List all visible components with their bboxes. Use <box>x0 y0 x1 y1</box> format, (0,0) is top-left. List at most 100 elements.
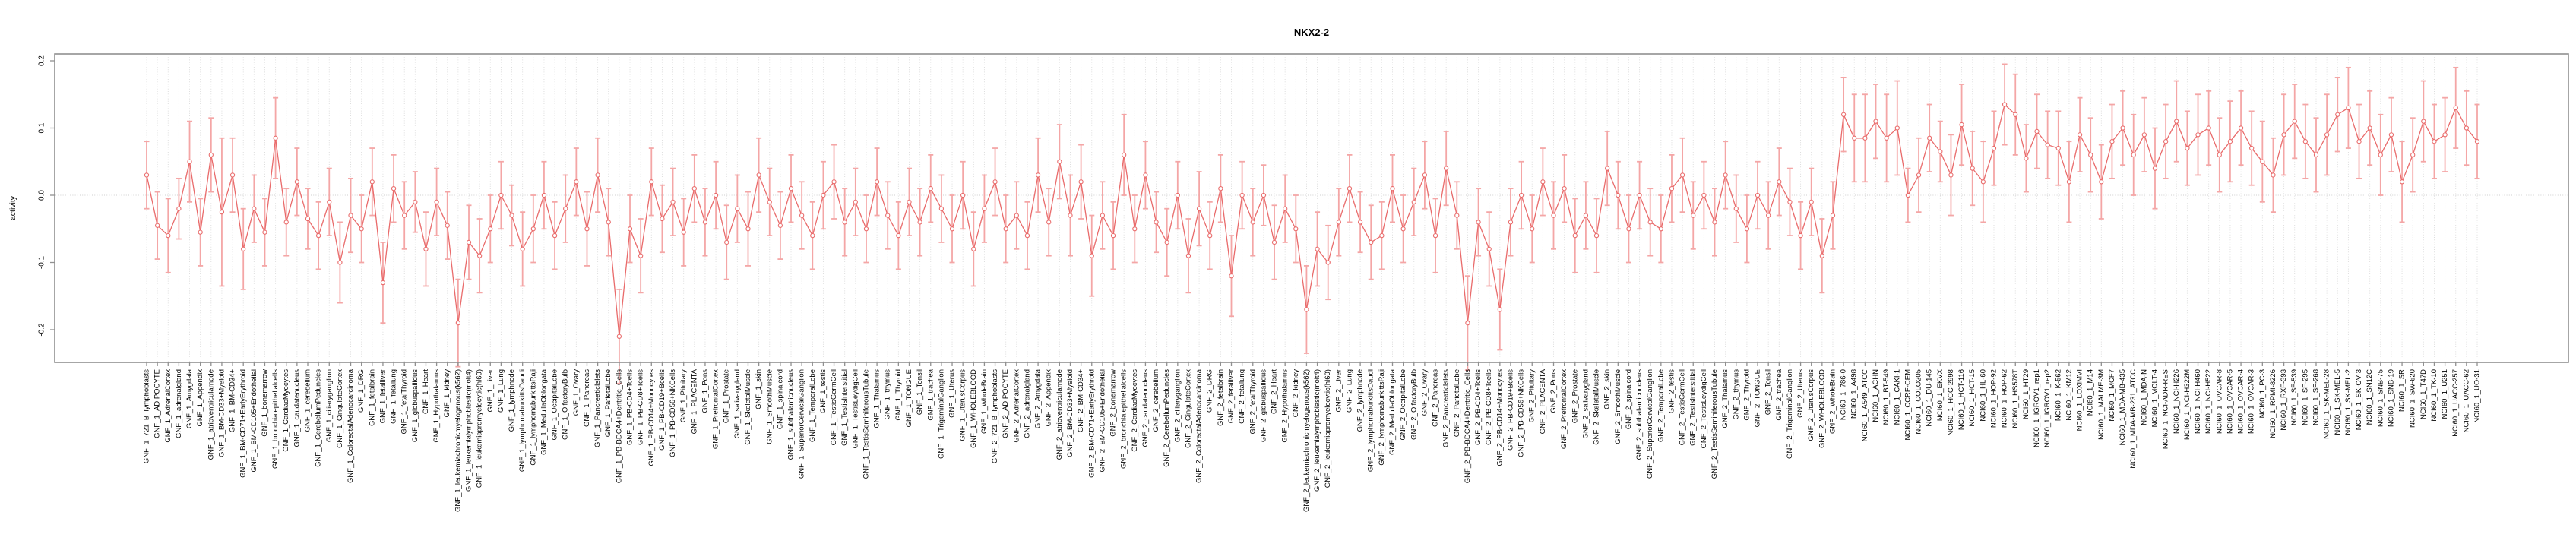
data-point <box>391 185 397 191</box>
x-tick-label: GNF_1_Pituitary <box>679 369 688 422</box>
data-point <box>1422 172 1428 178</box>
x-tick-label: NCI60_1_SN12C <box>2366 369 2374 425</box>
data-point <box>229 172 236 178</box>
x-tick-label: GNF_2_leukemiachronicmyelogenous(k562) <box>1302 369 1311 512</box>
data-point <box>2324 132 2330 138</box>
x-tick-label: NCI60_1_NCI-H322M <box>2183 369 2191 440</box>
x-tick-label: GNF_1_PB-CD4+Tcells <box>626 369 635 445</box>
data-point <box>1616 192 1621 198</box>
x-tick-label: NCI60_1_MCF7 <box>2108 369 2116 422</box>
data-point <box>842 220 847 225</box>
x-tick-label: GNF_2_721_B_lymphoblasts <box>991 369 999 463</box>
x-tick-label: GNF_1_Thalamus <box>873 369 881 428</box>
x-tick-label: NCI60_1_MDA-MB-435 <box>2119 369 2127 445</box>
data-point <box>1132 226 1138 232</box>
data-point <box>1530 226 1535 232</box>
data-point <box>767 199 772 204</box>
data-point <box>2281 132 2286 138</box>
x-tick-label: GNF_1_SkeletalMuscle <box>744 369 752 445</box>
x-tick-label: NCI60_1_HT29 <box>2022 369 2030 419</box>
data-point <box>982 206 987 211</box>
data-point <box>2260 159 2265 164</box>
x-tick-label: NCI60_1_NCI-H522 <box>2204 369 2213 434</box>
data-point <box>2002 102 2008 107</box>
data-point <box>724 239 729 245</box>
x-tick-label: GNF_1_PancreaticIslets <box>593 369 602 447</box>
x-tick-label: GNF_2_TrigeminalGanglion <box>1786 369 1794 459</box>
data-point <box>616 334 622 339</box>
x-tick-label: NCI60_1_ACHN <box>1872 369 1880 422</box>
x-tick-label: GNF_2_testis <box>1667 369 1676 413</box>
data-point <box>2088 152 2093 158</box>
data-point <box>2163 139 2169 144</box>
x-tick-label: GNF_2_bonemarrow <box>1109 369 1118 437</box>
data-point <box>660 216 665 222</box>
data-point <box>1669 185 1675 191</box>
x-tick-label: GNF_2_BM-CD71+EarlyErythroid <box>1087 369 1096 478</box>
x-tick-label: GNF_2_UterusCorpus <box>1807 369 1815 441</box>
x-tick-label: GNF_1_Lung <box>497 369 505 413</box>
x-tick-label: NCI60_1_RXF-393 <box>2280 369 2288 431</box>
x-tick-label: GNF_1_bonemarrow <box>261 369 269 437</box>
data-point <box>1916 172 1922 178</box>
data-point <box>2335 112 2340 117</box>
data-point <box>1271 239 1277 245</box>
data-point <box>1894 125 1900 131</box>
x-tick-label: NCI60_1_NCI-H226 <box>2173 369 2181 434</box>
x-tick-label: GNF_1_PLACENTA <box>690 368 698 434</box>
x-tick-label: GNF_1_Liver <box>486 369 495 413</box>
x-tick-label: GNF_2_BM-CD105+Endothelial <box>1098 369 1106 472</box>
data-point <box>2388 132 2394 138</box>
data-point <box>1626 226 1631 232</box>
x-tick-label: GNF_1_PB-CD8+Tcells <box>637 369 645 445</box>
data-point <box>1701 192 1707 198</box>
x-tick-label: NCI60_1_DU-145 <box>1926 369 1934 427</box>
x-tick-label: GNF_2_lymphomaburkittsDaudi <box>1367 369 1375 472</box>
x-tick-label: GNF_2_atrioventricularnode <box>1055 369 1064 460</box>
data-point <box>1325 260 1331 265</box>
data-point <box>466 239 472 245</box>
data-point <box>1679 172 1685 178</box>
x-tick-label: GNF_1_skin <box>755 369 763 409</box>
x-tick-label: GNF_1_Prostate <box>723 369 731 423</box>
data-point <box>1830 213 1836 218</box>
data-point <box>853 199 858 204</box>
data-point <box>1744 226 1750 232</box>
data-point <box>574 179 579 185</box>
x-tick-label: NCI60_1_T47D <box>2419 369 2428 419</box>
x-tick-label: GNF_1_SmoothMuscle <box>765 369 774 444</box>
data-point <box>219 209 225 215</box>
data-point <box>2227 139 2233 144</box>
x-tick-label: GNF_2_leukemiapromyelocytic(hl60) <box>1324 369 1332 488</box>
x-tick-label: GNF_1_lymphomaburkittsRaji <box>529 369 537 466</box>
series-line <box>146 103 2478 337</box>
data-point <box>1336 220 1341 225</box>
y-tick-label: 0.1 <box>38 122 46 133</box>
data-point <box>1562 185 1567 191</box>
x-tick-label: GNF_2_skin <box>1603 369 1612 409</box>
x-tick-label: NCI60_1_NCI-ADR-RES <box>2162 369 2170 449</box>
x-tick-label: GNF_1_Amygdala <box>185 368 194 428</box>
data-point <box>2174 119 2179 124</box>
x-tick-label: GNF_2_TONGUE <box>1754 369 1762 427</box>
x-tick-label: GNF_2_Appendix <box>1045 369 1053 427</box>
data-point <box>144 172 150 178</box>
x-tick-label: GNF_1_Ovary <box>572 369 581 416</box>
data-point <box>2185 145 2190 151</box>
x-tick-label: NCI60_1_SNB-75 <box>2376 369 2385 427</box>
x-tick-label: GNF_1_ColorectalAdenocarcinoma <box>347 368 355 483</box>
data-point <box>445 223 450 228</box>
data-point <box>1444 166 1449 171</box>
x-tick-label: NCI60_1_BT-549 <box>1882 369 1891 425</box>
x-tick-label: GNF_1_PB-BDCA4+Dentritic_Cells <box>615 369 623 483</box>
data-point <box>874 179 880 185</box>
data-point <box>1250 220 1255 225</box>
x-tick-label: NCI60_1_HS578T <box>2011 369 2020 428</box>
data-point <box>1518 192 1524 198</box>
data-point <box>756 172 761 178</box>
x-tick-label: GNF_1_BM-CD71+EarlyErythroid <box>239 369 248 478</box>
data-point <box>455 320 461 326</box>
x-tick-label: GNF_2_PB-CD56+NKCells <box>1517 369 1526 457</box>
x-tick-label: GNF_1_caudatenucleus <box>293 369 301 447</box>
